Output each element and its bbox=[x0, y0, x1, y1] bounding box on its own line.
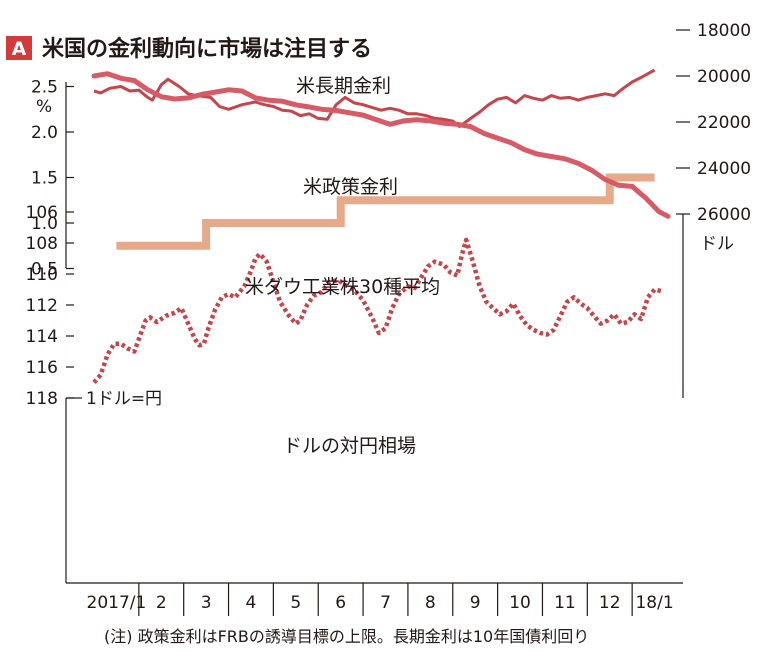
x-tick-label: 11 bbox=[554, 593, 576, 613]
x-tick-label: 12 bbox=[599, 593, 621, 613]
usdjpy-y-tick-label: 110 bbox=[26, 265, 58, 285]
usdjpy-y-tick-label: 112 bbox=[26, 296, 58, 316]
chart-title: 米国の金利動向に市場は注目する bbox=[42, 36, 372, 62]
dow-y-tick-label: 26000 bbox=[697, 205, 751, 225]
x-tick-label: 9 bbox=[470, 593, 481, 613]
rates-y-tick-label: 1.5 bbox=[31, 169, 58, 189]
series-label-policy-rate: 米政策金利 bbox=[303, 176, 398, 198]
usdjpy-y-tick-label: 114 bbox=[26, 327, 58, 347]
x-tick-label: 18/1 bbox=[635, 593, 673, 613]
series-line-dow bbox=[91, 71, 671, 219]
section-badge-label: A bbox=[12, 38, 27, 60]
axes-group: 2.5 2.0 1.5 1.0 0.5 26000 24000 22000 20000 18000… bbox=[26, 21, 751, 616]
usdjpy-y-tick-label: 108 bbox=[26, 234, 58, 254]
rates-y-tick-label: 0.5 bbox=[31, 260, 58, 280]
series-line-usdjpy bbox=[92, 237, 662, 384]
series-label-dow: 米ダウ工業株30種平均 bbox=[245, 276, 440, 298]
x-tick-label: 7 bbox=[380, 593, 391, 613]
series-label-usdjpy: ドルの対円相場 bbox=[283, 435, 416, 457]
x-tick-label: 6 bbox=[335, 593, 346, 613]
x-tick-label: 3 bbox=[201, 593, 212, 613]
usdjpy-y-tick-label: 118 bbox=[26, 389, 58, 409]
rates-y-tick-label: 2.5 bbox=[31, 78, 58, 98]
dow-y-tick-label: 18000 bbox=[697, 21, 751, 41]
series-group bbox=[91, 68, 671, 384]
dow-y-tick-label: 24000 bbox=[697, 159, 751, 179]
x-tick-label: 5 bbox=[290, 593, 301, 613]
x-tick-label: 10 bbox=[509, 593, 531, 613]
x-tick-label: 8 bbox=[425, 593, 436, 613]
usdjpy-unit-label: 1ドル=円 bbox=[86, 389, 162, 409]
dow-unit-label: ドル bbox=[700, 234, 734, 254]
section-badge bbox=[6, 36, 32, 60]
rates-y-tick-label: 1.0 bbox=[31, 214, 58, 234]
x-tick-label: 4 bbox=[246, 593, 257, 613]
series-label-long-rate: 米長期金利 bbox=[296, 75, 391, 97]
x-tick-label: 2017/1 bbox=[87, 593, 147, 613]
usdjpy-y-tick-label: 106 bbox=[26, 203, 58, 223]
dow-y-tick-label: 22000 bbox=[697, 113, 751, 133]
usdjpy-y-tick-label: 116 bbox=[26, 358, 58, 378]
series-line-long-rate bbox=[93, 68, 656, 128]
rates-y-tick-label: 2.0 bbox=[31, 123, 58, 143]
rates-unit-label: % bbox=[36, 97, 52, 117]
dow-y-tick-label: 20000 bbox=[697, 67, 751, 87]
x-tick-label: 2 bbox=[156, 593, 167, 613]
footnote: (注) 政策金利はFRBの誘導目標の上限。長期金利は10年国債利回り bbox=[104, 627, 589, 646]
